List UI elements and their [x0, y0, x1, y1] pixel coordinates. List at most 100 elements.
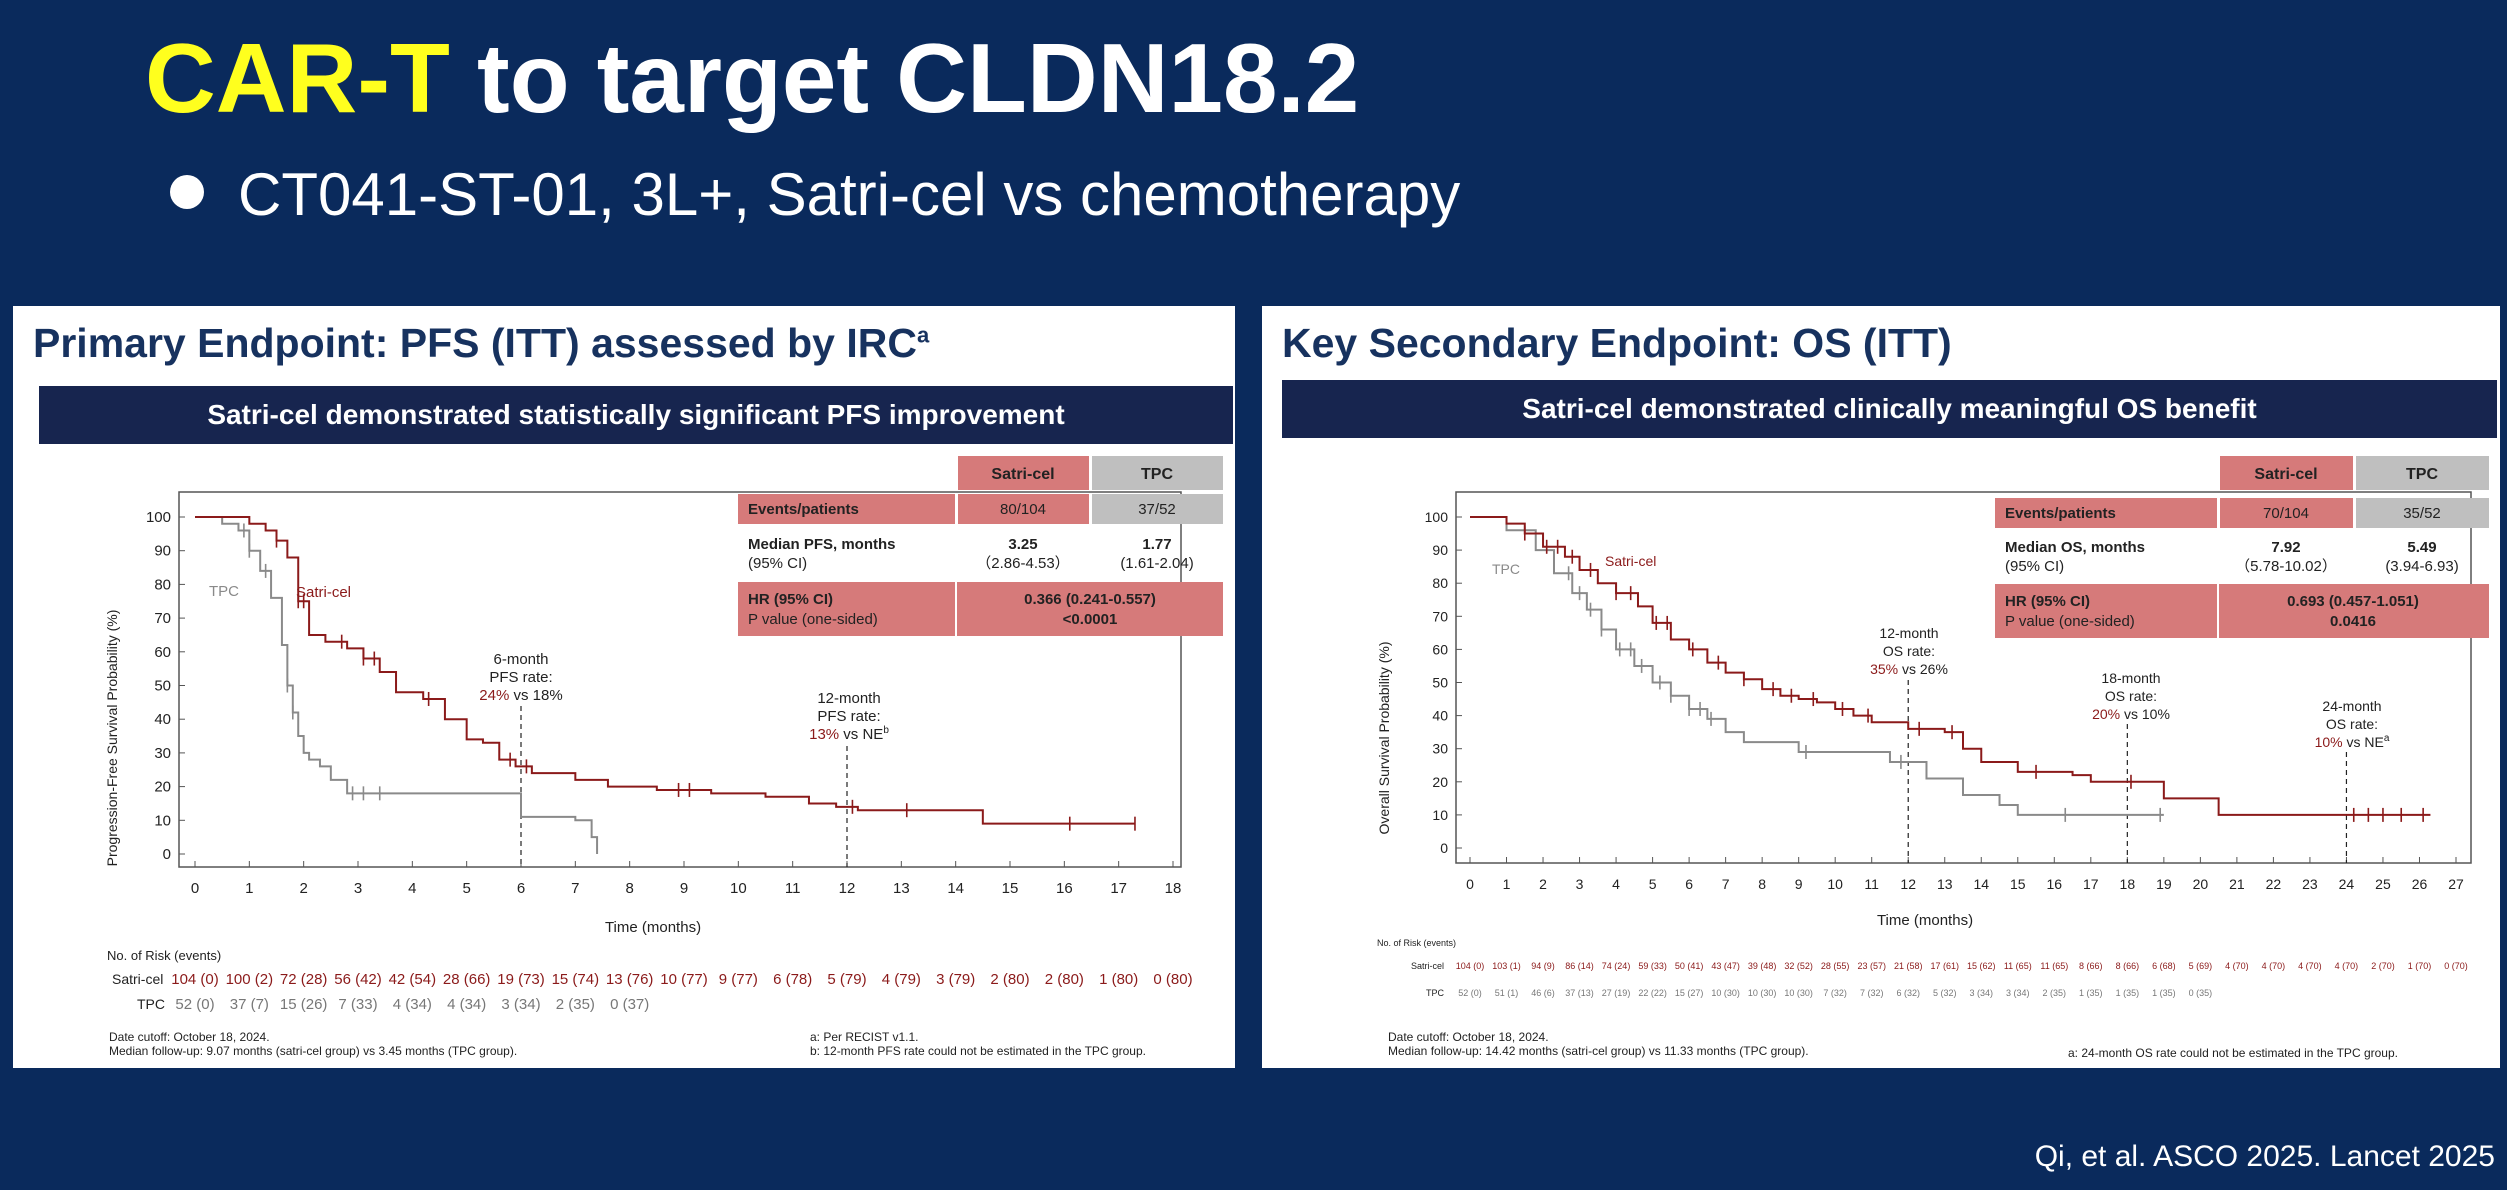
os-xtick-label: 10 [1827, 876, 1843, 892]
pfs-panel: Primary Endpoint: PFS (ITT) assessed by … [13, 306, 1235, 1068]
pfs-plot-frame [178, 491, 1182, 868]
pfs-xtick-label: 6 [517, 880, 525, 897]
pfs-ann6-rate: 24% vs 18% [479, 687, 562, 704]
os-risk-tpc-cell: 0 (35) [2189, 988, 2213, 998]
os-ytick-label: 20 [1432, 774, 1448, 790]
os-risk-tpc-cell: 3 (34) [2006, 988, 2030, 998]
pfs-ann6-l2: PFS rate: [489, 669, 552, 686]
pfs-curve-tpc [195, 516, 599, 854]
pfs-risk-tpc-cell: 37 (7) [230, 996, 269, 1013]
pfs-risk-satri-cell: 28 (66) [443, 971, 491, 988]
os-hr-table: Satri-cel TPC Events/patients 70/104 35/… [1995, 456, 2489, 638]
pfs-risk-satri-cell: 9 (77) [719, 971, 758, 988]
os-panel: Key Secondary Endpoint: OS (ITT) Satri-c… [1262, 306, 2500, 1068]
os-r3-val1: 0.693 (0.457-1.051) [2287, 593, 2419, 610]
pfs-risk-satri-cell: 6 (78) [773, 971, 812, 988]
pfs-risk-satri-cell: 1 (80) [1099, 971, 1138, 988]
os-ann12-rate: 35% vs 26% [1870, 661, 1948, 677]
os-risk-satri-cell: 2 (70) [2371, 961, 2395, 971]
os-risk-satri-cell: 0 (70) [2444, 961, 2468, 971]
pfs-risk-satri-cell: 5 (79) [827, 971, 866, 988]
os-foot-right-1: a: 24-month OS rate could not be estimat… [2068, 1046, 2398, 1060]
pfs-ytick-label: 100 [146, 509, 171, 526]
pfs-ylabel: Progression-Free Survival Probability (%… [104, 610, 120, 867]
pfs-ytick-label: 10 [154, 812, 171, 829]
os-r2-satri1: 7.92 [2271, 539, 2300, 556]
os-r2-satri2: （5.78-10.02） [2235, 558, 2337, 575]
pfs-xtick-label: 0 [191, 880, 199, 897]
os-risk-satri-cell: 11 (65) [2040, 961, 2068, 971]
os-xtick-label: 14 [1973, 876, 1989, 892]
os-foot-left-2: Median follow-up: 14.42 months (satri-ce… [1388, 1044, 1809, 1058]
os-r3-label2: P value (one-sided) [2005, 613, 2135, 630]
os-risk-tpc-cell: 1 (35) [2116, 988, 2140, 998]
pfs-xtick-label: 4 [408, 880, 416, 897]
pfs-ytick-label: 30 [154, 745, 171, 762]
os-ytick-label: 0 [1440, 840, 1448, 856]
pfs-risk-satri-cell: 15 (74) [552, 971, 600, 988]
os-risk-satri-cell: 11 (65) [2004, 961, 2032, 971]
os-ytick-label: 100 [1425, 509, 1449, 525]
slide-title-rest: to target CLDN18.2 [449, 23, 1360, 133]
os-risk-satri-label: Satri-cel [1411, 961, 1444, 971]
pfs-risk-tpc-cell: 4 (34) [447, 996, 486, 1013]
os-risk-satri-cell: 4 (70) [2335, 961, 2359, 971]
pfs-risk-tpc-cell: 4 (34) [393, 996, 432, 1013]
pfs-xtick-label: 14 [947, 880, 964, 897]
os-ann24-rate: 10% vs NEa [2315, 733, 2390, 750]
pfs-risk-satri-cell: 2 (80) [1045, 971, 1084, 988]
os-xtick-label: 17 [2083, 876, 2099, 892]
os-risk-satri-cell: 28 (55) [1821, 961, 1850, 971]
pfs-ytick-label: 70 [154, 610, 171, 627]
pfs-risk-satri-cell: 104 (0) [171, 971, 219, 988]
bullet-text: CT041-ST-01, 3L+, Satri-cel vs chemother… [238, 161, 1461, 228]
bullet-dot-icon [170, 175, 204, 209]
pfs-xtick-label: 7 [571, 880, 579, 897]
os-r2-label1: Median OS, months [2005, 539, 2145, 556]
os-foot-left-1: Date cutoff: October 18, 2024. [1388, 1030, 1549, 1044]
os-risk-tpc-cell: 10 (30) [1784, 988, 1813, 998]
os-ytick-label: 60 [1432, 641, 1448, 657]
os-risk-satri-cell: 8 (66) [2116, 961, 2140, 971]
os-xtick-label: 2 [1539, 876, 1547, 892]
pfs-risk-tpc-cell: 15 (26) [280, 996, 328, 1013]
os-risk-tpc-cell: 46 (6) [1531, 988, 1555, 998]
pfs-risk-satri-cell: 19 (73) [497, 971, 545, 988]
os-xtick-label: 7 [1722, 876, 1730, 892]
os-ann24-l1: 24-month [2322, 698, 2381, 714]
pfs-xtick-label: 8 [625, 880, 633, 897]
os-xtick-label: 11 [1864, 876, 1879, 892]
os-label-tpc: TPC [1492, 561, 1520, 577]
os-risk-tpc-cell: 2 (35) [2043, 988, 2067, 998]
os-r2-tpc1: 5.49 [2407, 539, 2436, 556]
pfs-ytick-label: 0 [163, 846, 171, 863]
os-risk-satri-cell: 4 (70) [2225, 961, 2249, 971]
pfs-risk-satri-label: Satri-cel [112, 971, 163, 987]
os-risk-tpc-cell: 52 (0) [1458, 988, 1482, 998]
pfs-risk-tpc-cell: 0 (37) [610, 996, 649, 1013]
pfs-risk-tpc-label: TPC [137, 996, 165, 1012]
os-ann12-l2: OS rate: [1883, 643, 1935, 659]
os-risk-satri-cell: 94 (9) [1531, 961, 1555, 971]
pfs-xtick-label: 2 [299, 880, 307, 897]
os-risk-table: 104 (0) 103 (1) 94 (9) 86 (14) 74 (24) 59 (33… [1456, 961, 2468, 998]
slide-title-highlight: CAR-T [145, 23, 450, 133]
pfs-foot-right-2: b: 12-month PFS rate could not be estima… [810, 1044, 1146, 1058]
pfs-xlabel: Time (months) [605, 919, 701, 936]
pfs-head-satri: Satri-cel [991, 466, 1054, 483]
os-xtick-label: 24 [2339, 876, 2355, 892]
os-ann12-l1: 12-month [1879, 625, 1938, 641]
os-risk-satri-cell: 39 (48) [1748, 961, 1777, 971]
os-xlabel: Time (months) [1877, 912, 1973, 929]
os-risk-satri-cell: 8 (66) [2079, 961, 2103, 971]
os-risk-satri-cell: 103 (1) [1492, 961, 1521, 971]
os-risk-tpc-cell: 1 (35) [2152, 988, 2176, 998]
os-risk-tpc-label: TPC [1426, 988, 1445, 998]
os-label-satri: Satri-cel [1605, 553, 1656, 569]
os-xtick-label: 18 [2120, 876, 2136, 892]
pfs-risk-satri-cell: 2 (80) [990, 971, 1029, 988]
pfs-xtick-label: 15 [1002, 880, 1019, 897]
os-xtick-label: 19 [2156, 876, 2172, 892]
pfs-risk-satri-cell: 100 (2) [226, 971, 274, 988]
